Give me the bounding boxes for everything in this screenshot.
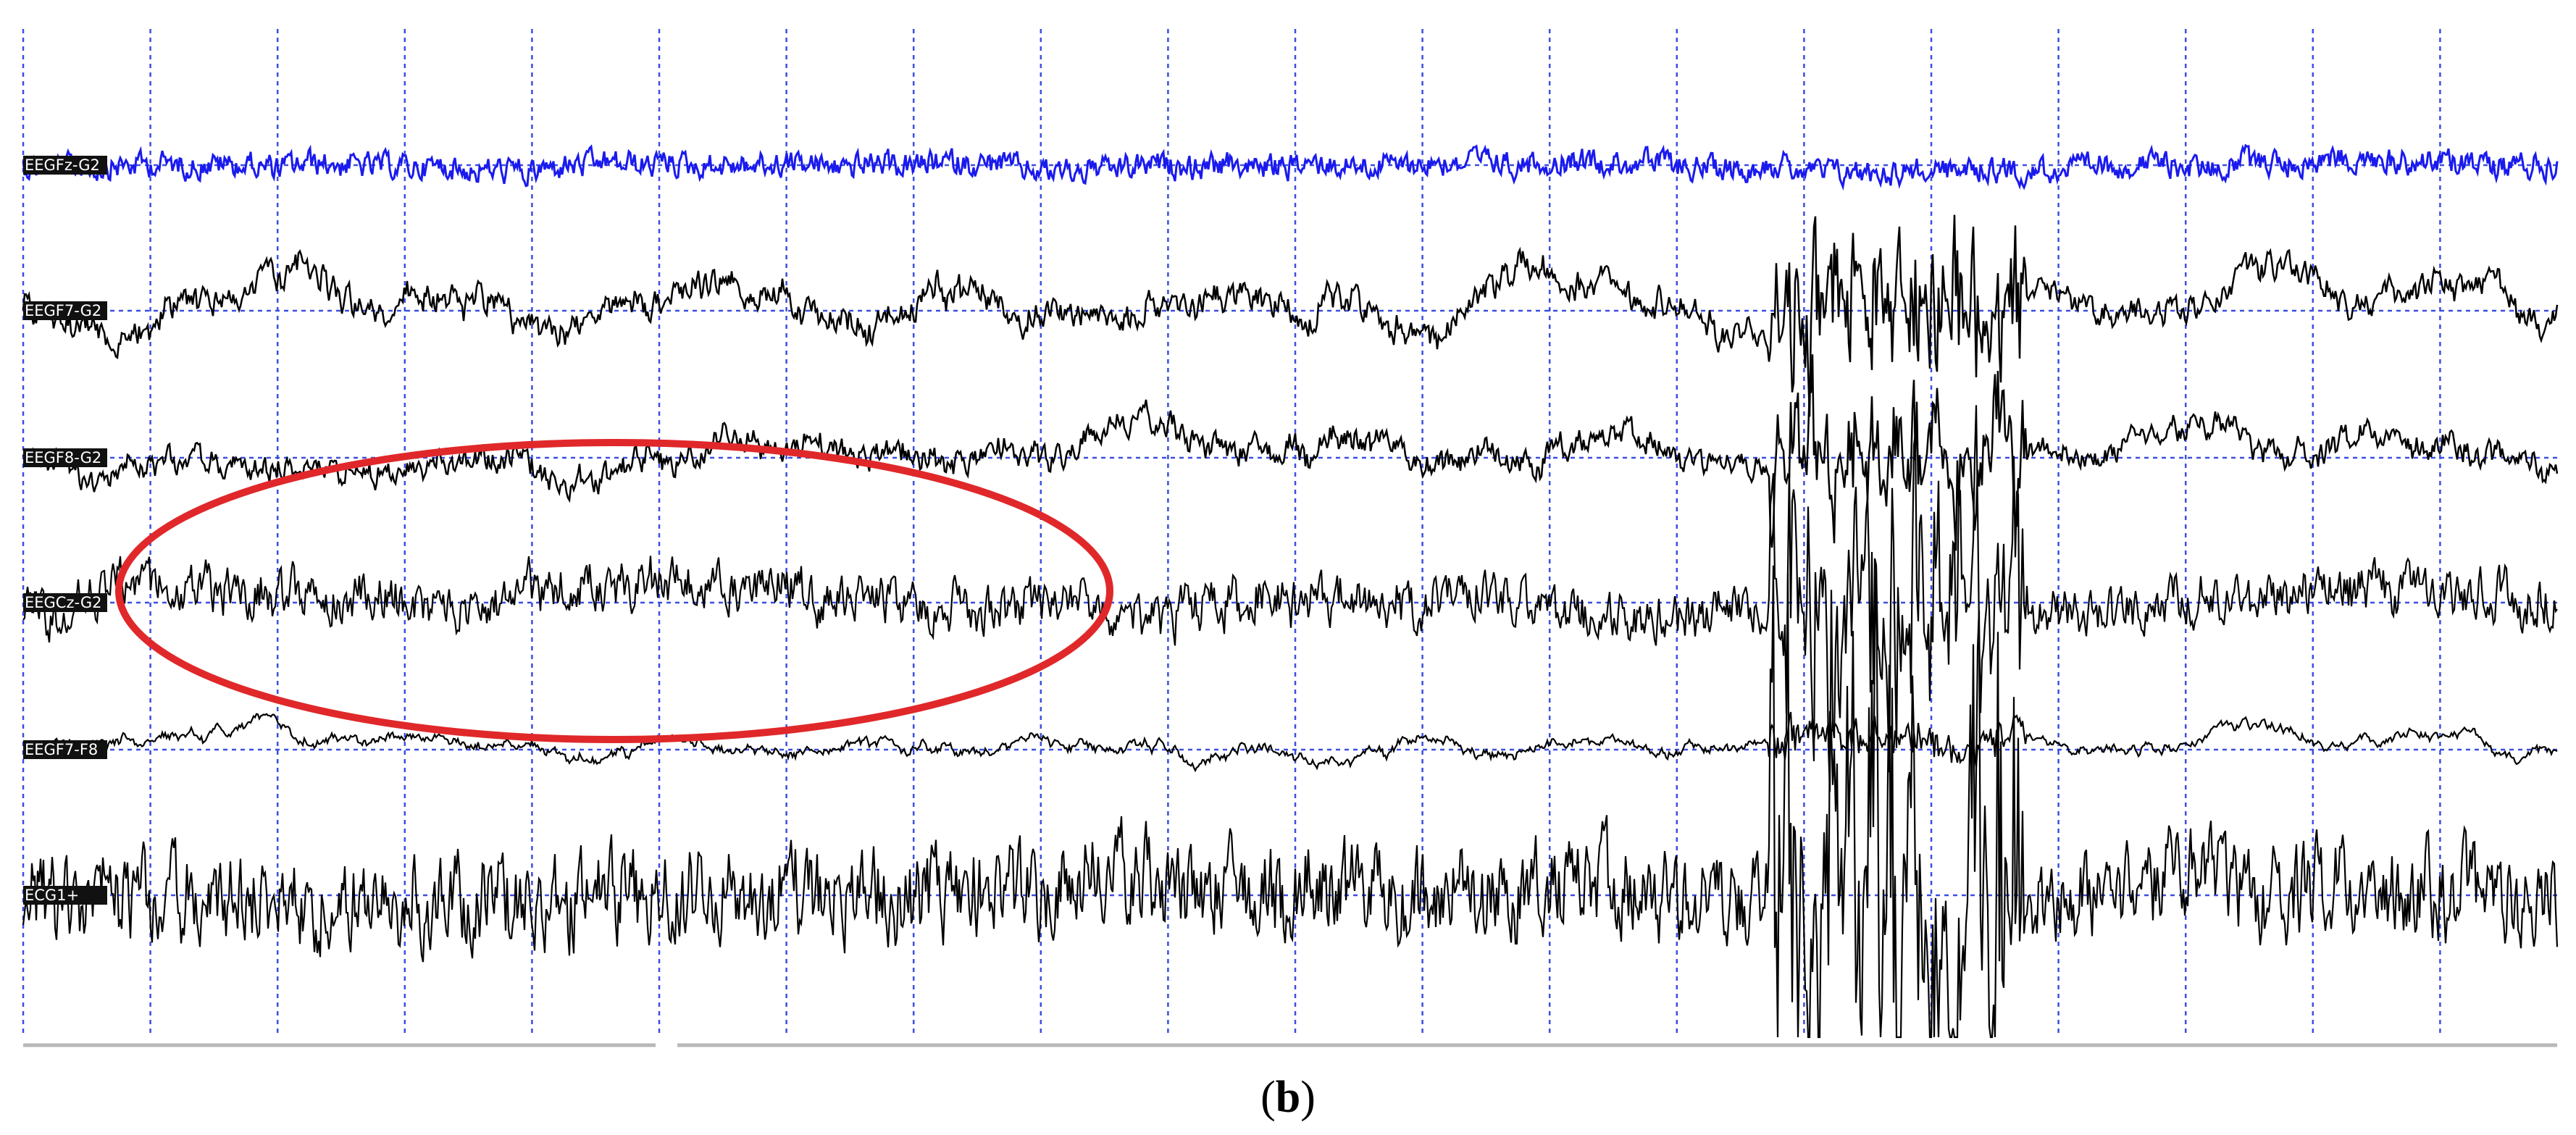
channel-label-bg <box>23 448 107 467</box>
caption-open: ( <box>1260 1073 1276 1122</box>
channel-labels: EEGFz-G2 EEGF7-G2 EEGF8-G2 EEGCz-G2 EEGF7-F8… <box>23 156 107 905</box>
caption-letter: b <box>1276 1073 1300 1122</box>
channel-label: EEGF7-F8 <box>25 741 98 758</box>
channel-label: EEGFz-G2 <box>25 156 100 174</box>
caption: (b) <box>1260 1073 1316 1122</box>
channel-label-bg <box>23 740 107 759</box>
eeg-trace <box>22 143 2559 191</box>
caption-close: ) <box>1300 1073 1316 1122</box>
traces <box>22 143 2559 1039</box>
eeg-trace <box>22 354 2559 551</box>
channel-label: EEGF8-G2 <box>25 449 101 466</box>
eeg-trace <box>22 214 2559 417</box>
eeg-trace <box>22 405 2558 792</box>
channel-label: ECG1+ <box>25 887 79 904</box>
channel-label: EEGCz-G2 <box>25 594 101 611</box>
channel-label-bg <box>23 593 107 612</box>
grid <box>22 29 2557 1037</box>
eeg-trace <box>22 565 2559 1039</box>
eeg-trace <box>22 711 2558 773</box>
highlight-ellipse <box>115 439 1113 743</box>
channel-label-bg <box>23 301 107 320</box>
channel-label-bg <box>23 156 107 175</box>
channel-label-bg <box>23 886 107 905</box>
channel-label: EEGF7-G2 <box>25 302 101 319</box>
